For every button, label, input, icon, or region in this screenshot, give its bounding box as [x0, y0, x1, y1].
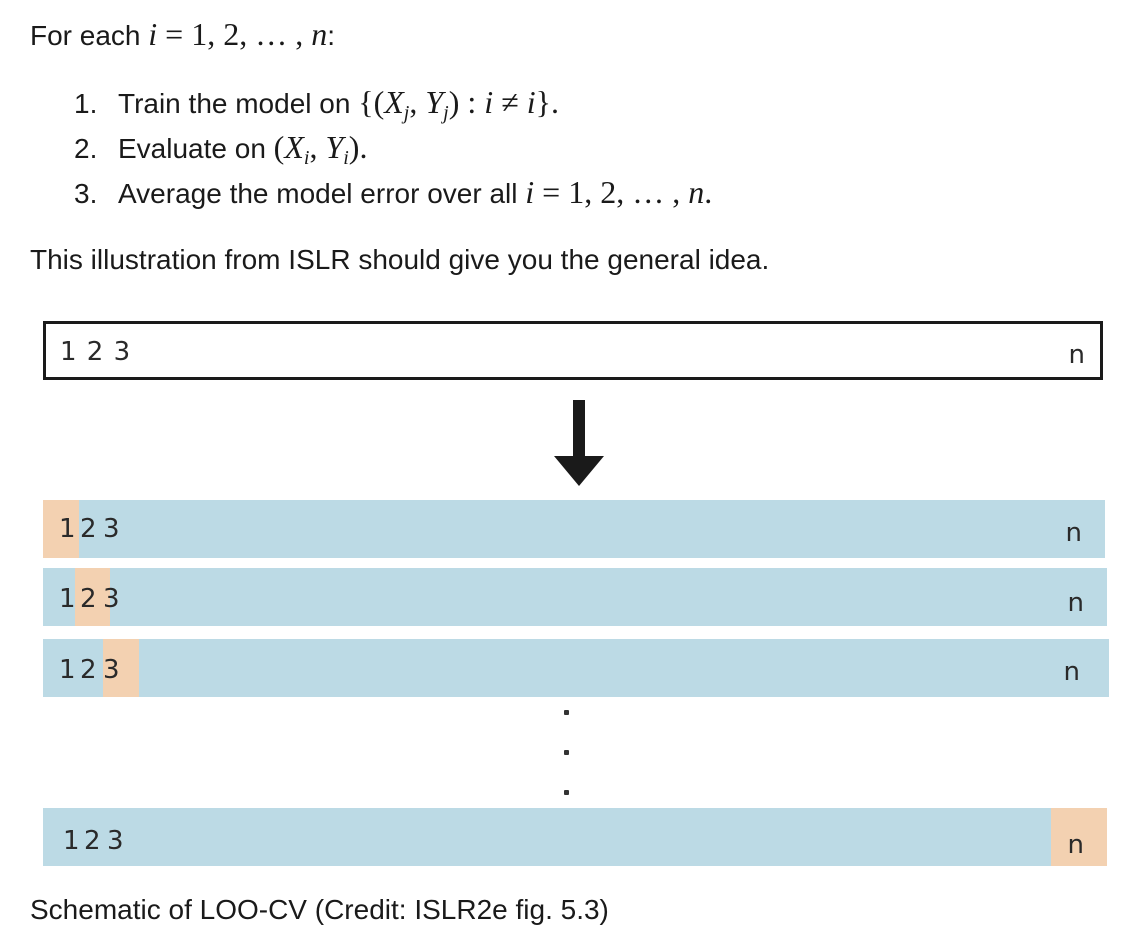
- ellipsis-dot: [564, 790, 569, 795]
- step-item: 2. Evaluate on (Xi, Yi).: [74, 125, 712, 170]
- steps-list: 1. Train the model on {(Xj, Yj) : i ≠ i}.…: [74, 80, 712, 215]
- obs-label-3: 3: [103, 514, 121, 544]
- obs-label-n: n: [1063, 657, 1081, 687]
- obs-label-1: 1: [63, 826, 81, 856]
- step-item: 3. Average the model error over all i = 1…: [74, 170, 712, 215]
- obs-label-2: 2: [80, 655, 98, 685]
- obs-label-1: 1: [59, 584, 77, 614]
- held-out-cell: [1051, 808, 1107, 866]
- obs-label-3: 3: [103, 655, 121, 685]
- figure-caption: Schematic of LOO-CV (Credit: ISLR2e fig.…: [30, 894, 609, 925]
- illustration-note: This illustration from ISLR should give …: [30, 244, 770, 275]
- step-number: 2.: [74, 133, 98, 164]
- step-math: {(Xj, Yj) : i ≠ i}.: [358, 84, 559, 124]
- loocv-split-row: 1 2 3 n: [43, 500, 1105, 558]
- obs-label-n: n: [1065, 518, 1083, 548]
- step-number: 3.: [74, 178, 98, 209]
- ellipsis-dot: [564, 710, 569, 715]
- step-text: Train the model on: [118, 88, 359, 119]
- step-item: 1. Train the model on {(Xj, Yj) : i ≠ i}.: [74, 80, 712, 125]
- obs-label-1: 1: [59, 514, 77, 544]
- intro-line: For each i = 1, 2, … , n:: [30, 12, 335, 58]
- intro-math: i = 1, 2, … , n: [148, 16, 328, 52]
- step-number: 1.: [74, 88, 98, 119]
- full-dataset-left-label: 1 2 3: [60, 337, 132, 367]
- full-dataset-box: 1 2 3 n: [43, 321, 1103, 380]
- loocv-split-row: 1 2 3 n: [43, 639, 1109, 697]
- down-arrow-icon: [554, 400, 604, 486]
- ellipsis-dot: [564, 750, 569, 755]
- loocv-figure: 1 2 3 n 1 2 3 n 1 2 3 n 1 2 3 n 1 2 3 n: [0, 300, 1148, 880]
- step-math: (Xi, Yi).: [273, 129, 368, 169]
- obs-label-n: n: [1067, 588, 1085, 618]
- intro-suffix: :: [327, 20, 335, 51]
- obs-label-3: 3: [103, 584, 121, 614]
- obs-label-3: 3: [107, 826, 125, 856]
- step-math: i = 1, 2, … , n.: [525, 174, 713, 210]
- obs-label-1: 1: [59, 655, 77, 685]
- step-text: Evaluate on: [118, 133, 274, 164]
- obs-label-n: n: [1067, 830, 1085, 860]
- held-out-cell: [75, 568, 110, 626]
- obs-label-2: 2: [80, 584, 98, 614]
- step-text: Average the model error over all: [118, 178, 526, 209]
- full-dataset-right-label: n: [1068, 340, 1086, 370]
- intro-prefix: For each: [30, 20, 149, 51]
- obs-label-2: 2: [80, 514, 98, 544]
- loocv-split-row: 1 2 3 n: [43, 568, 1107, 626]
- obs-label-2: 2: [84, 826, 102, 856]
- held-out-cell: [103, 639, 139, 697]
- loocv-split-row: 1 2 3 n: [43, 808, 1107, 866]
- held-out-cell: [43, 500, 79, 558]
